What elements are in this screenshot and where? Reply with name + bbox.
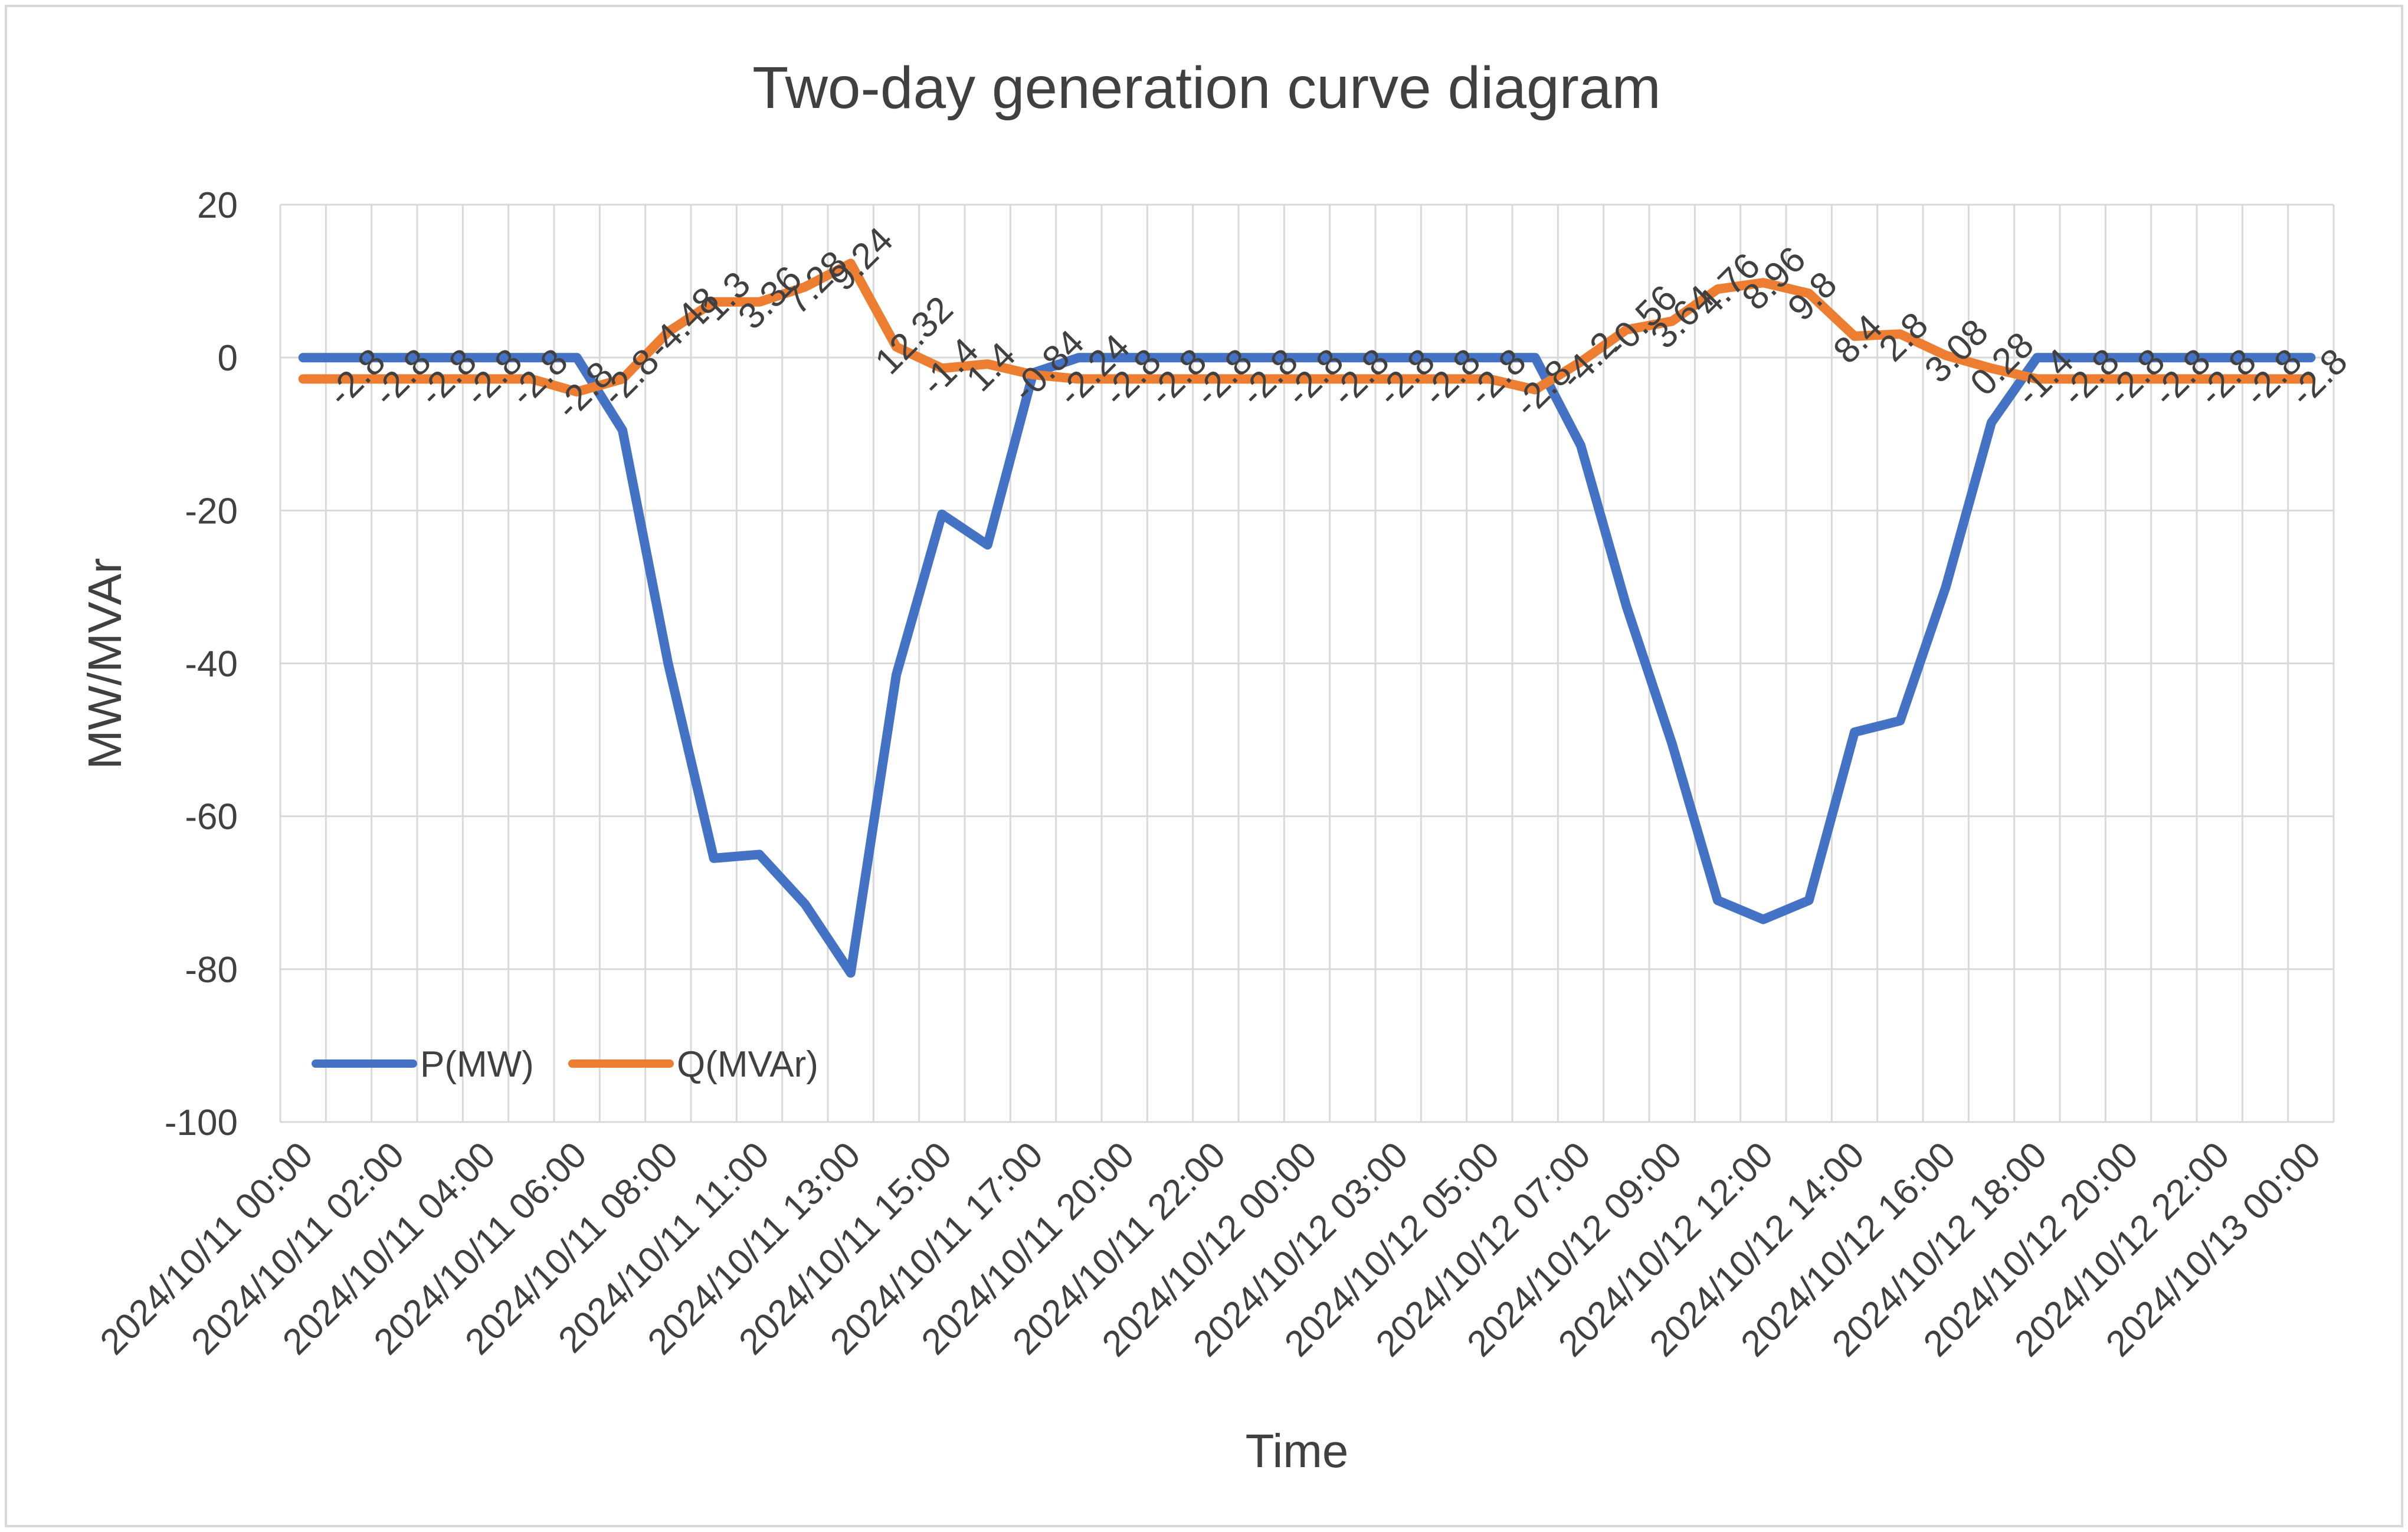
- legend-p-label: P(MW): [420, 1044, 534, 1085]
- y-tick-label: -80: [185, 950, 238, 990]
- y-tick-label: -100: [165, 1103, 238, 1143]
- chart-title: Two-day generation curve diagram: [752, 55, 1661, 121]
- y-tick-label: -20: [185, 491, 238, 532]
- series-layer: [298, 258, 2316, 978]
- x-axis-title: Time: [1246, 1425, 1349, 1477]
- y-axis-ticks: -100 -80 -60 -40 -20 0 20: [165, 185, 238, 1143]
- y-tick-label: 20: [197, 185, 238, 226]
- y-tick-label: -60: [185, 797, 238, 838]
- chart-border: [5, 5, 2403, 1527]
- y-tick-label: 0: [218, 338, 238, 379]
- legend-q-label: Q(MVAr): [677, 1044, 818, 1085]
- y-tick-label: -40: [185, 644, 238, 685]
- y-axis-title: MW/MVAr: [78, 558, 131, 769]
- legend: P(MW) Q(MVAr): [312, 1044, 818, 1085]
